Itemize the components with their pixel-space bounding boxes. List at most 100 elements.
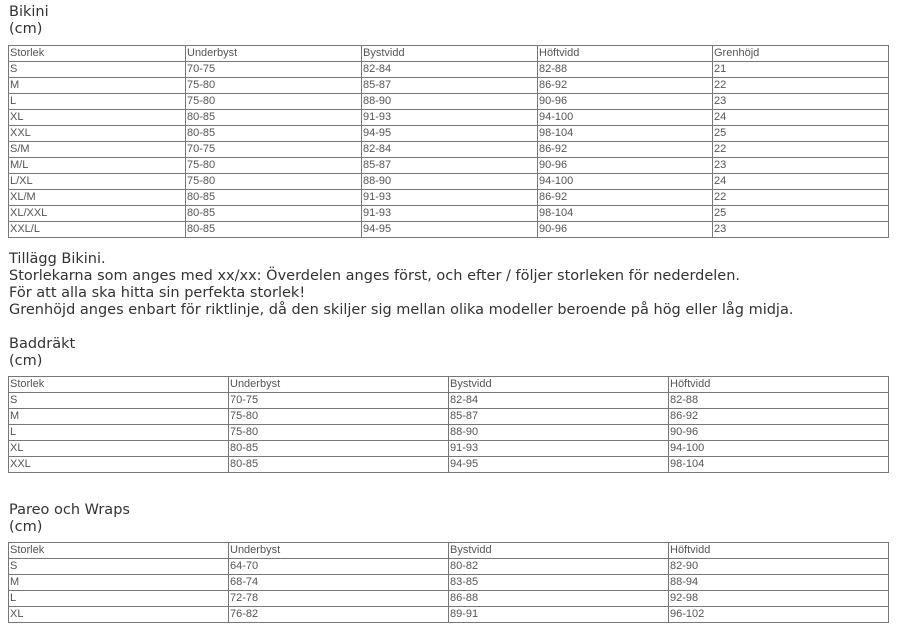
bikini-size-table: Storlek Underbyst Bystvidd Höftvidd Grenhöjd… bbox=[8, 45, 889, 238]
table-cell: 88-90 bbox=[361, 93, 538, 110]
baddrakt-title: Baddräkt (cm) bbox=[9, 336, 75, 370]
table-cell: 94-95 bbox=[361, 221, 538, 238]
table-cell: Underbyst bbox=[228, 542, 449, 559]
table-row: S 64-70 80-82 82-90 bbox=[8, 558, 889, 575]
bikini-notes: Tillägg Bikini. Storlekarna som anges me… bbox=[9, 251, 793, 319]
table-cell: 80-85 bbox=[185, 125, 362, 142]
table-cell: 88-90 bbox=[361, 173, 538, 190]
table-cell: 86-92 bbox=[537, 189, 713, 206]
table-row: M 75-80 85-87 86-92 22 bbox=[8, 77, 889, 94]
table-cell: 25 bbox=[712, 205, 889, 222]
table-cell: 70-75 bbox=[185, 141, 362, 158]
table-cell: L bbox=[8, 93, 186, 110]
note-line: För att alla ska hitta sin perfekta stor… bbox=[9, 285, 306, 301]
table-cell: 80-85 bbox=[185, 189, 362, 206]
table-cell: 75-80 bbox=[228, 424, 449, 441]
table-cell: 82-88 bbox=[668, 392, 889, 409]
table-cell: 22 bbox=[712, 189, 889, 206]
table-row: XXL 80-85 94-95 98-104 25 bbox=[8, 125, 889, 142]
table-cell: 86-88 bbox=[448, 590, 669, 607]
table-cell: 23 bbox=[712, 157, 889, 174]
table-cell: S bbox=[8, 61, 186, 78]
table-cell: 91-93 bbox=[361, 205, 538, 222]
table-cell: XXL bbox=[8, 125, 186, 142]
table-row: L 75-80 88-90 90-96 23 bbox=[8, 93, 889, 110]
table-row: XXL 80-85 94-95 98-104 bbox=[8, 456, 889, 473]
table-cell: Storlek bbox=[8, 45, 186, 62]
table-row: M 75-80 85-87 86-92 bbox=[8, 408, 889, 425]
table-row: XL 80-85 91-93 94-100 bbox=[8, 440, 889, 457]
table-cell: L bbox=[8, 590, 229, 607]
table-cell: Bystvidd bbox=[361, 45, 538, 62]
table-cell: 91-93 bbox=[448, 440, 669, 457]
table-cell: 85-87 bbox=[361, 77, 538, 94]
table-cell: 92-98 bbox=[668, 590, 889, 607]
note-line: Storlekarna som anges med xx/xx: Överdel… bbox=[9, 268, 741, 284]
table-cell: XXL bbox=[8, 456, 229, 473]
table-cell: 80-85 bbox=[228, 440, 449, 457]
table-cell: 70-75 bbox=[185, 61, 362, 78]
table-header-row: Storlek Underbyst Bystvidd Höftvidd Grenhöjd bbox=[8, 45, 889, 62]
table-cell: Storlek bbox=[8, 376, 229, 393]
table-cell: 25 bbox=[712, 125, 889, 142]
table-cell: 90-96 bbox=[668, 424, 889, 441]
table-row: XXL/L 80-85 94-95 90-96 23 bbox=[8, 221, 889, 238]
table-cell: 88-94 bbox=[668, 574, 889, 591]
table-cell: 90-96 bbox=[537, 157, 713, 174]
section-title: Bikini bbox=[9, 4, 49, 20]
table-cell: 72-78 bbox=[228, 590, 449, 607]
table-cell: 98-104 bbox=[668, 456, 889, 473]
table-cell: 82-90 bbox=[668, 558, 889, 575]
table-cell: 94-100 bbox=[537, 173, 713, 190]
table-row: XL 80-85 91-93 94-100 24 bbox=[8, 109, 889, 126]
table-cell: 90-96 bbox=[537, 221, 713, 238]
table-cell: 82-84 bbox=[448, 392, 669, 409]
table-cell: 76-82 bbox=[228, 606, 449, 623]
table-cell: 85-87 bbox=[448, 408, 669, 425]
table-cell: M bbox=[8, 408, 229, 425]
table-row: M 68-74 83-85 88-94 bbox=[8, 574, 889, 591]
table-cell: 23 bbox=[712, 93, 889, 110]
table-cell: 98-104 bbox=[537, 125, 713, 142]
section-title: Pareo och Wraps bbox=[9, 502, 130, 518]
table-cell: 75-80 bbox=[185, 77, 362, 94]
table-cell: 64-70 bbox=[228, 558, 449, 575]
table-cell: M/L bbox=[8, 157, 186, 174]
table-cell: 94-95 bbox=[448, 456, 669, 473]
unit-label: (cm) bbox=[9, 519, 43, 535]
unit-label: (cm) bbox=[9, 353, 43, 369]
table-cell: L bbox=[8, 424, 229, 441]
table-row: M/L 75-80 85-87 90-96 23 bbox=[8, 157, 889, 174]
table-cell: XXL/L bbox=[8, 221, 186, 238]
table-cell: 68-74 bbox=[228, 574, 449, 591]
table-cell: 96-102 bbox=[668, 606, 889, 623]
table-cell: 94-100 bbox=[537, 109, 713, 126]
section-title: Baddräkt bbox=[9, 336, 76, 352]
baddrakt-size-table: Storlek Underbyst Bystvidd Höftvidd S 70-75 82… bbox=[8, 376, 889, 473]
table-cell: Höftvidd bbox=[668, 542, 889, 559]
table-cell: 23 bbox=[712, 221, 889, 238]
table-cell: 80-82 bbox=[448, 558, 669, 575]
note-line: Tillägg Bikini. bbox=[9, 251, 106, 267]
table-cell: 24 bbox=[712, 173, 889, 190]
table-cell: 80-85 bbox=[185, 109, 362, 126]
table-cell: 75-80 bbox=[185, 93, 362, 110]
table-cell: XL/M bbox=[8, 189, 186, 206]
table-cell: 82-88 bbox=[537, 61, 713, 78]
table-cell: 22 bbox=[712, 77, 889, 94]
table-cell: 91-93 bbox=[361, 109, 538, 126]
table-cell: 75-80 bbox=[185, 157, 362, 174]
pareo-title: Pareo och Wraps (cm) bbox=[9, 502, 130, 536]
table-cell: 98-104 bbox=[537, 205, 713, 222]
table-row: S 70-75 82-84 82-88 21 bbox=[8, 61, 889, 78]
table-cell: S/M bbox=[8, 141, 186, 158]
table-cell: 91-93 bbox=[361, 189, 538, 206]
table-cell: 88-90 bbox=[448, 424, 669, 441]
table-cell: 80-85 bbox=[185, 205, 362, 222]
table-cell: XL bbox=[8, 606, 229, 623]
table-cell: Bystvidd bbox=[448, 376, 669, 393]
table-row: S/M 70-75 82-84 86-92 22 bbox=[8, 141, 889, 158]
table-cell: 90-96 bbox=[537, 93, 713, 110]
table-cell: S bbox=[8, 392, 229, 409]
table-row: L/XL 75-80 88-90 94-100 24 bbox=[8, 173, 889, 190]
